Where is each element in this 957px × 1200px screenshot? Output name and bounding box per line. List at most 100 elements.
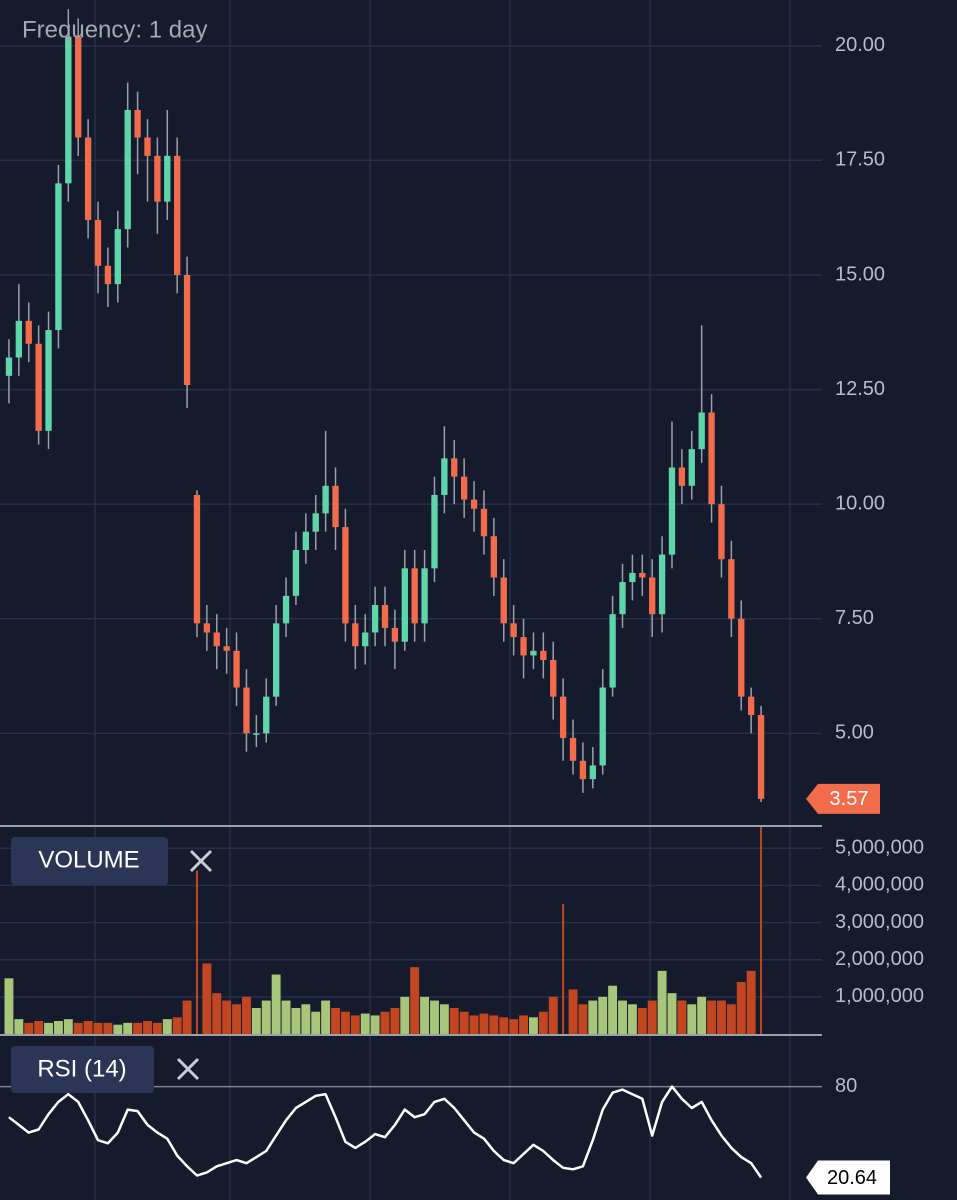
volume-bar xyxy=(311,1011,321,1034)
candle-body xyxy=(461,476,468,500)
candle-body xyxy=(302,531,309,550)
volume-bar xyxy=(548,996,558,1034)
y-tick-label: 2,000,000 xyxy=(835,948,924,970)
vertical-grid xyxy=(94,0,791,1200)
candle-body xyxy=(55,183,62,330)
volume-badge[interactable] xyxy=(11,837,168,885)
volume-bar xyxy=(83,1021,93,1034)
close-rsi-button[interactable] xyxy=(176,1057,200,1081)
y-tick-label: 20.00 xyxy=(835,34,885,56)
value-tags: 3.57 20.64 xyxy=(806,783,890,1195)
volume-bar xyxy=(143,1021,152,1034)
volume-bar xyxy=(420,996,430,1034)
volume-bar xyxy=(222,1000,232,1034)
candle-body xyxy=(193,495,201,624)
y-tick-label: 10.00 xyxy=(835,492,885,514)
candle-body xyxy=(708,412,715,505)
candle-body xyxy=(104,265,112,285)
volume-bar xyxy=(509,1019,519,1034)
volume-bar xyxy=(538,1011,548,1034)
y-tick-label: 5,000,000 xyxy=(835,837,924,859)
candle-body xyxy=(678,467,686,486)
y-tick-label: 15.00 xyxy=(835,263,885,285)
rsi-tag-label: 20.64 xyxy=(827,1167,877,1189)
candle-body xyxy=(500,577,507,624)
volume-bar xyxy=(232,1004,242,1034)
candle-body xyxy=(174,155,181,275)
volume-bar xyxy=(281,1000,291,1034)
candle-body xyxy=(421,568,428,624)
candle-body xyxy=(213,632,220,647)
volume-bar xyxy=(469,1015,479,1034)
candle-body xyxy=(431,495,438,569)
volume-bar xyxy=(697,996,707,1034)
volume-bar xyxy=(242,996,251,1034)
candle-body xyxy=(35,343,42,431)
candle-body xyxy=(698,412,705,450)
volume-bar xyxy=(489,1015,499,1034)
candle-body xyxy=(15,320,23,358)
candle-body xyxy=(559,696,567,738)
volume-bar xyxy=(746,970,756,1034)
volume-bar xyxy=(479,1013,489,1034)
y-tick-label: 1,000,000 xyxy=(835,985,924,1007)
candle-body xyxy=(65,36,72,184)
candle-body xyxy=(75,36,82,138)
candle-body xyxy=(164,155,171,202)
volume-bar xyxy=(93,1022,103,1034)
candle-body xyxy=(272,623,280,697)
candle-body xyxy=(747,696,755,715)
candle-body xyxy=(658,554,666,615)
candle-body xyxy=(223,646,230,651)
volume-bar xyxy=(73,1022,83,1034)
candle-body xyxy=(757,715,765,799)
candle-body xyxy=(579,760,587,780)
candle-body xyxy=(649,577,656,615)
volume-bar xyxy=(439,1004,449,1034)
candle-body xyxy=(154,155,161,202)
volume-bar xyxy=(430,1000,439,1034)
candle-body xyxy=(599,687,606,766)
volume-bar xyxy=(687,1004,697,1034)
frequency-label: Frequency: 1 day xyxy=(22,16,207,43)
volume-bar xyxy=(637,1008,647,1034)
candle-body xyxy=(312,513,319,532)
candle-body xyxy=(114,229,121,285)
candle-body xyxy=(233,650,240,688)
candle-body xyxy=(144,137,151,156)
volume-bar xyxy=(202,963,212,1034)
rsi-badge[interactable] xyxy=(11,1046,154,1093)
rsi-label: RSI (14) xyxy=(37,1055,126,1082)
candle-body xyxy=(470,499,478,509)
volume-bar xyxy=(4,978,14,1034)
candle-body xyxy=(322,485,329,514)
volume-bar xyxy=(528,1017,538,1034)
y-tick-label: 80 xyxy=(835,1075,857,1097)
candle-body xyxy=(183,275,191,385)
volume-bar xyxy=(677,1000,687,1034)
candle-body xyxy=(391,627,399,642)
candle-body xyxy=(342,527,349,624)
volume-bar xyxy=(588,1000,598,1034)
volume-bar xyxy=(370,1015,380,1034)
volume-bar xyxy=(162,1019,172,1034)
plot-layer: 5.00 7.50 10.00 12.50 15.00 17.50 20.00 1,000,0… xyxy=(0,9,924,1179)
candle-body xyxy=(738,618,745,697)
candle-body xyxy=(243,687,250,734)
volume-bar xyxy=(726,1004,736,1034)
volume-bar xyxy=(24,1022,34,1034)
volume-bar xyxy=(717,1000,726,1034)
volume-bar xyxy=(410,967,420,1034)
volume-bar xyxy=(340,1011,350,1034)
volume-bar xyxy=(212,993,222,1034)
close-volume-button[interactable] xyxy=(189,849,213,873)
volume-bar xyxy=(598,996,608,1034)
candle-body xyxy=(639,572,646,578)
candle-body xyxy=(134,110,141,138)
candle-body xyxy=(728,559,735,619)
volume-bar xyxy=(34,1021,44,1034)
volume-bar xyxy=(400,996,410,1034)
candle-body xyxy=(5,357,13,376)
volume-bar xyxy=(618,1000,627,1034)
candle-body xyxy=(589,765,596,780)
